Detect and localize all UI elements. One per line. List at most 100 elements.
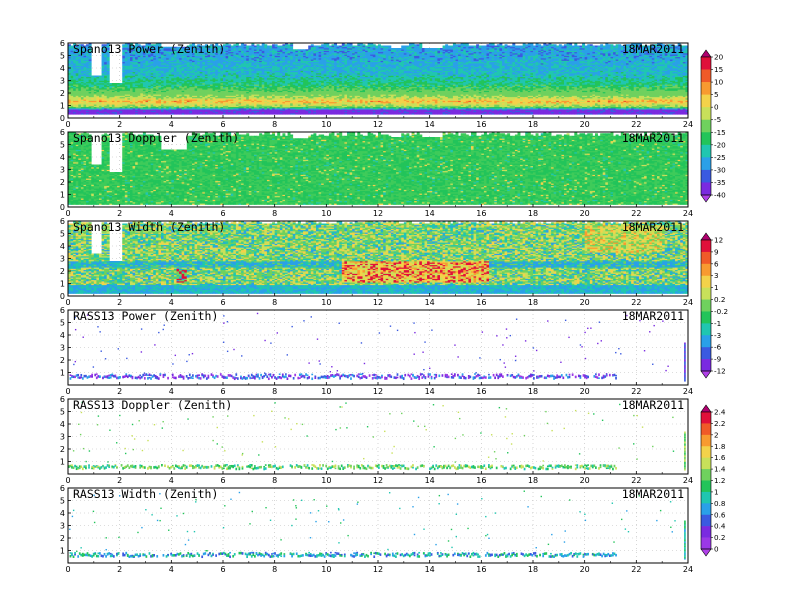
colorbar-segment xyxy=(701,95,711,108)
x-tick-label: 20 xyxy=(580,209,590,218)
colorbar-segment xyxy=(701,311,711,323)
x-tick-label: 14 xyxy=(425,476,435,485)
y-tick-label: 0 xyxy=(60,203,65,212)
colorbar-arrow-top xyxy=(701,405,711,412)
colorbar-label: -5 xyxy=(714,115,721,124)
panel-title: RASS13 Power (Zenith) xyxy=(73,309,218,323)
colorbar-segment xyxy=(701,359,711,371)
panel-date: 18MAR2011 xyxy=(622,42,684,56)
x-tick-label: 20 xyxy=(580,120,590,129)
y-tick-label: 4 xyxy=(60,420,65,429)
x-tick-label: 0 xyxy=(65,298,70,307)
colorbar-label: -12 xyxy=(714,367,726,376)
y-tick-label: 5 xyxy=(60,497,65,506)
x-tick-label: 6 xyxy=(220,476,225,485)
x-tick-label: 10 xyxy=(321,120,331,129)
colorbar-label: 0.4 xyxy=(714,522,726,531)
colorbar-label: -30 xyxy=(714,165,726,174)
colorbar-segment xyxy=(701,145,711,158)
colorbar-segment xyxy=(701,264,711,276)
y-tick-label: 6 xyxy=(60,217,65,226)
colorbar-label: 0 xyxy=(714,103,719,112)
x-tick-label: 12 xyxy=(373,565,383,574)
x-tick-label: 16 xyxy=(476,209,486,218)
colorbar-label: -3 xyxy=(714,331,721,340)
y-tick-label: 2 xyxy=(60,267,65,276)
x-tick-label: 4 xyxy=(169,120,174,129)
y-tick-label: 1 xyxy=(60,102,65,111)
colorbar-segment xyxy=(701,120,711,133)
x-tick-label: 18 xyxy=(528,565,538,574)
panel-title: Spano13 Width (Zenith) xyxy=(73,220,225,234)
colorbar-label: 0.6 xyxy=(714,510,726,519)
x-tick-label: 20 xyxy=(580,298,590,307)
x-tick-label: 22 xyxy=(631,209,641,218)
x-tick-label: 8 xyxy=(272,209,277,218)
colorbar-segment xyxy=(701,492,711,504)
y-tick-label: 2 xyxy=(60,178,65,187)
colorbar-arrow-bottom xyxy=(701,371,711,378)
x-tick-label: 18 xyxy=(528,209,538,218)
x-tick-label: 8 xyxy=(272,565,277,574)
y-tick-label: 1 xyxy=(60,458,65,467)
colorbar-segment xyxy=(701,323,711,335)
colorbar-arrow-top xyxy=(701,50,711,57)
colorbar-segment xyxy=(701,132,711,145)
y-tick-label: 6 xyxy=(60,128,65,137)
x-tick-label: 14 xyxy=(425,565,435,574)
y-tick-label: 2 xyxy=(60,445,65,454)
x-tick-label: 2 xyxy=(117,209,122,218)
y-tick-label: 2 xyxy=(60,89,65,98)
colorbar-label: 0.2 xyxy=(714,295,725,304)
colorbar-segment xyxy=(701,182,711,195)
x-tick-label: 16 xyxy=(476,565,486,574)
x-tick-label: 12 xyxy=(373,120,383,129)
y-tick-label: 2 xyxy=(60,356,65,365)
y-tick-label: 5 xyxy=(60,230,65,239)
y-tick-label: 6 xyxy=(60,484,65,493)
x-tick-label: 2 xyxy=(117,565,122,574)
x-tick-label: 20 xyxy=(580,565,590,574)
x-tick-label: 18 xyxy=(528,120,538,129)
colorbar-segment xyxy=(701,446,711,458)
x-tick-label: 8 xyxy=(272,476,277,485)
x-tick-label: 20 xyxy=(580,476,590,485)
y-tick-label: 3 xyxy=(60,166,65,175)
x-tick-label: 2 xyxy=(117,476,122,485)
x-tick-label: 10 xyxy=(321,209,331,218)
x-tick-label: 16 xyxy=(476,298,486,307)
colorbar-segment xyxy=(701,515,711,527)
colorbar-segment xyxy=(701,458,711,470)
x-tick-label: 22 xyxy=(631,120,641,129)
x-tick-label: 22 xyxy=(631,298,641,307)
y-tick-label: 1 xyxy=(60,191,65,200)
x-tick-label: 0 xyxy=(65,120,70,129)
colorbar-segment xyxy=(701,300,711,312)
colorbar-arrow-bottom xyxy=(701,195,711,202)
y-tick-label: 2 xyxy=(60,534,65,543)
colorbar-segment xyxy=(701,240,711,252)
x-tick-label: 16 xyxy=(476,120,486,129)
x-tick-label: 24 xyxy=(683,387,693,396)
colorbar-segment xyxy=(701,412,711,424)
colorbar-label: -1 xyxy=(714,319,721,328)
x-tick-label: 0 xyxy=(65,565,70,574)
colorbar-segment xyxy=(701,276,711,288)
x-tick-label: 2 xyxy=(117,387,122,396)
panel-title: RASS13 Width (Zenith) xyxy=(73,487,218,501)
x-tick-label: 4 xyxy=(169,298,174,307)
colorbar-label: 2.4 xyxy=(714,408,726,417)
x-tick-label: 6 xyxy=(220,387,225,396)
y-tick-label: 6 xyxy=(60,306,65,315)
x-tick-label: 14 xyxy=(425,120,435,129)
x-tick-label: 12 xyxy=(373,387,383,396)
panel-title: Spano13 Power (Zenith) xyxy=(73,42,225,56)
x-tick-label: 14 xyxy=(425,298,435,307)
x-tick-label: 24 xyxy=(683,209,693,218)
colorbar-segment xyxy=(701,503,711,515)
x-tick-label: 14 xyxy=(425,209,435,218)
